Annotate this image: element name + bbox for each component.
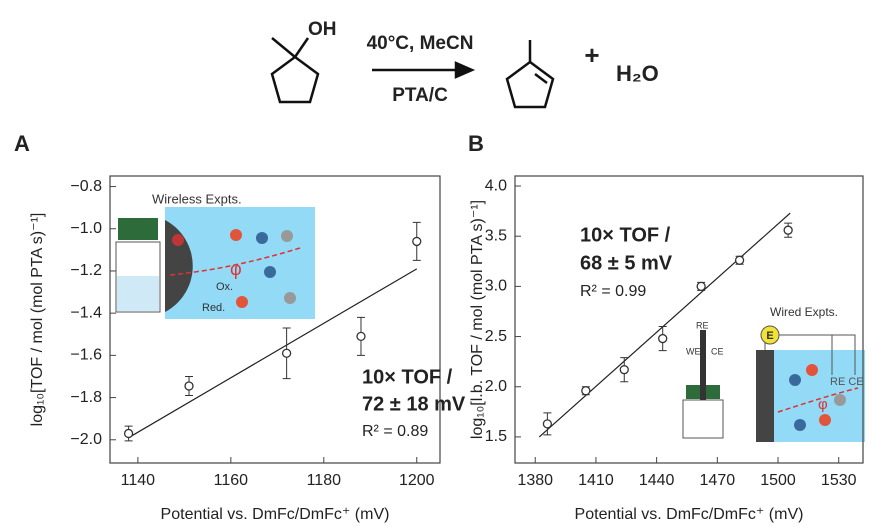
ion bbox=[256, 232, 268, 244]
annotation: R² = 0.89 bbox=[362, 423, 428, 440]
y-tick-label: 1.5 bbox=[485, 428, 507, 445]
ion bbox=[806, 364, 818, 376]
data-point bbox=[543, 420, 551, 428]
x-axis-label: Potential vs. DmFc/DmFc⁺ (mV) bbox=[575, 506, 804, 523]
x-tick-label: 1530 bbox=[821, 472, 857, 489]
data-point bbox=[413, 237, 421, 245]
x-tick-label: 1500 bbox=[760, 472, 796, 489]
inset-title: Wireless Expts. bbox=[152, 191, 242, 206]
y-tick-label: −1.2 bbox=[70, 262, 102, 279]
data-point bbox=[620, 366, 628, 374]
annotation: 10× TOF / bbox=[580, 224, 671, 246]
x-tick-label: 1380 bbox=[517, 472, 553, 489]
annotation: 10× TOF / bbox=[362, 366, 453, 388]
ion bbox=[789, 374, 801, 386]
inset-title: Wired Expts. bbox=[770, 305, 838, 319]
potentiostat-label: E bbox=[766, 330, 773, 342]
y-tick-label: 3.5 bbox=[485, 227, 507, 244]
annotation: 72 ± 18 mV bbox=[362, 393, 466, 415]
data-point bbox=[784, 226, 792, 234]
y-tick-label: −1.0 bbox=[70, 220, 102, 237]
cyclopentene-ring bbox=[507, 62, 553, 107]
ox-label: Ox. bbox=[216, 281, 233, 293]
re-label: RE bbox=[696, 320, 709, 330]
figure: OH 40°C, MeCN PTA/C + H₂O A B Wireless E… bbox=[0, 0, 874, 527]
ion bbox=[236, 296, 248, 308]
data-point bbox=[185, 382, 193, 390]
ion bbox=[819, 414, 831, 426]
y-tick-label: −1.8 bbox=[70, 389, 102, 406]
we-label: WE bbox=[686, 346, 701, 356]
y-tick-label: −2.0 bbox=[70, 431, 102, 448]
cyclopentanol-ring bbox=[272, 57, 318, 102]
y-tick-label: 2.0 bbox=[485, 378, 507, 395]
x-tick-label: 1200 bbox=[399, 472, 435, 489]
ion bbox=[834, 394, 846, 406]
ion bbox=[284, 292, 296, 304]
bottle-liquid bbox=[117, 276, 159, 311]
panel-letter: A bbox=[14, 131, 30, 156]
x-tick-label: 1470 bbox=[700, 472, 736, 489]
catalyst: PTA/C bbox=[392, 85, 448, 106]
arrow-head bbox=[456, 63, 472, 77]
x-tick-label: 1440 bbox=[639, 472, 675, 489]
fit-line bbox=[539, 213, 790, 437]
phi: φ bbox=[230, 259, 242, 279]
y-tick-label: −0.8 bbox=[70, 178, 102, 195]
cell bbox=[683, 400, 723, 438]
double-bond bbox=[535, 74, 547, 83]
y-tick-label: 4.0 bbox=[485, 177, 507, 194]
y-tick-label: −1.6 bbox=[70, 347, 102, 364]
data-point bbox=[357, 332, 365, 340]
x-tick-label: 1160 bbox=[214, 472, 249, 489]
y-axis-label: log₁₀[l.b. TOF / mol (mol PTA s)⁻¹] bbox=[469, 200, 486, 439]
x-axis-label: Potential vs. DmFc/DmFc⁺ (mV) bbox=[161, 506, 390, 523]
data-point bbox=[582, 387, 590, 395]
data-point bbox=[283, 349, 291, 357]
x-tick-label: 1410 bbox=[578, 472, 614, 489]
plus: + bbox=[584, 40, 599, 70]
reference bbox=[700, 330, 706, 400]
conditions: 40°C, MeCN bbox=[367, 33, 474, 54]
re-ce-label: RE CE bbox=[830, 376, 864, 388]
data-point bbox=[125, 429, 133, 437]
ion bbox=[230, 229, 242, 241]
ion bbox=[264, 266, 276, 278]
data-point bbox=[697, 282, 705, 290]
y-tick-label: −1.4 bbox=[70, 304, 102, 321]
methyl-bond bbox=[272, 38, 295, 57]
annotation: R² = 0.99 bbox=[580, 283, 646, 300]
y-tick-label: 3.0 bbox=[485, 278, 507, 295]
y-tick-label: 2.5 bbox=[485, 328, 507, 345]
annotation: 68 ± 5 mV bbox=[580, 252, 673, 274]
phi: φ bbox=[818, 396, 828, 413]
data-point bbox=[659, 335, 667, 343]
panel-letter: B bbox=[468, 131, 484, 156]
bottle-cap bbox=[118, 218, 158, 240]
oh-bond bbox=[295, 38, 308, 57]
data-point bbox=[736, 256, 744, 264]
oh-label: OH bbox=[308, 19, 337, 40]
x-tick-label: 1180 bbox=[307, 472, 342, 489]
x-tick-label: 1140 bbox=[121, 472, 156, 489]
y-axis-label: log₁₀[TOF / mol (mol PTA s)⁻¹] bbox=[29, 213, 46, 427]
electrode bbox=[756, 350, 774, 442]
ce-label: CE bbox=[711, 346, 724, 356]
ion bbox=[794, 419, 806, 431]
water: H₂O bbox=[616, 61, 659, 86]
ion bbox=[281, 230, 293, 242]
ion bbox=[172, 234, 184, 246]
red-label: Red. bbox=[202, 302, 225, 314]
